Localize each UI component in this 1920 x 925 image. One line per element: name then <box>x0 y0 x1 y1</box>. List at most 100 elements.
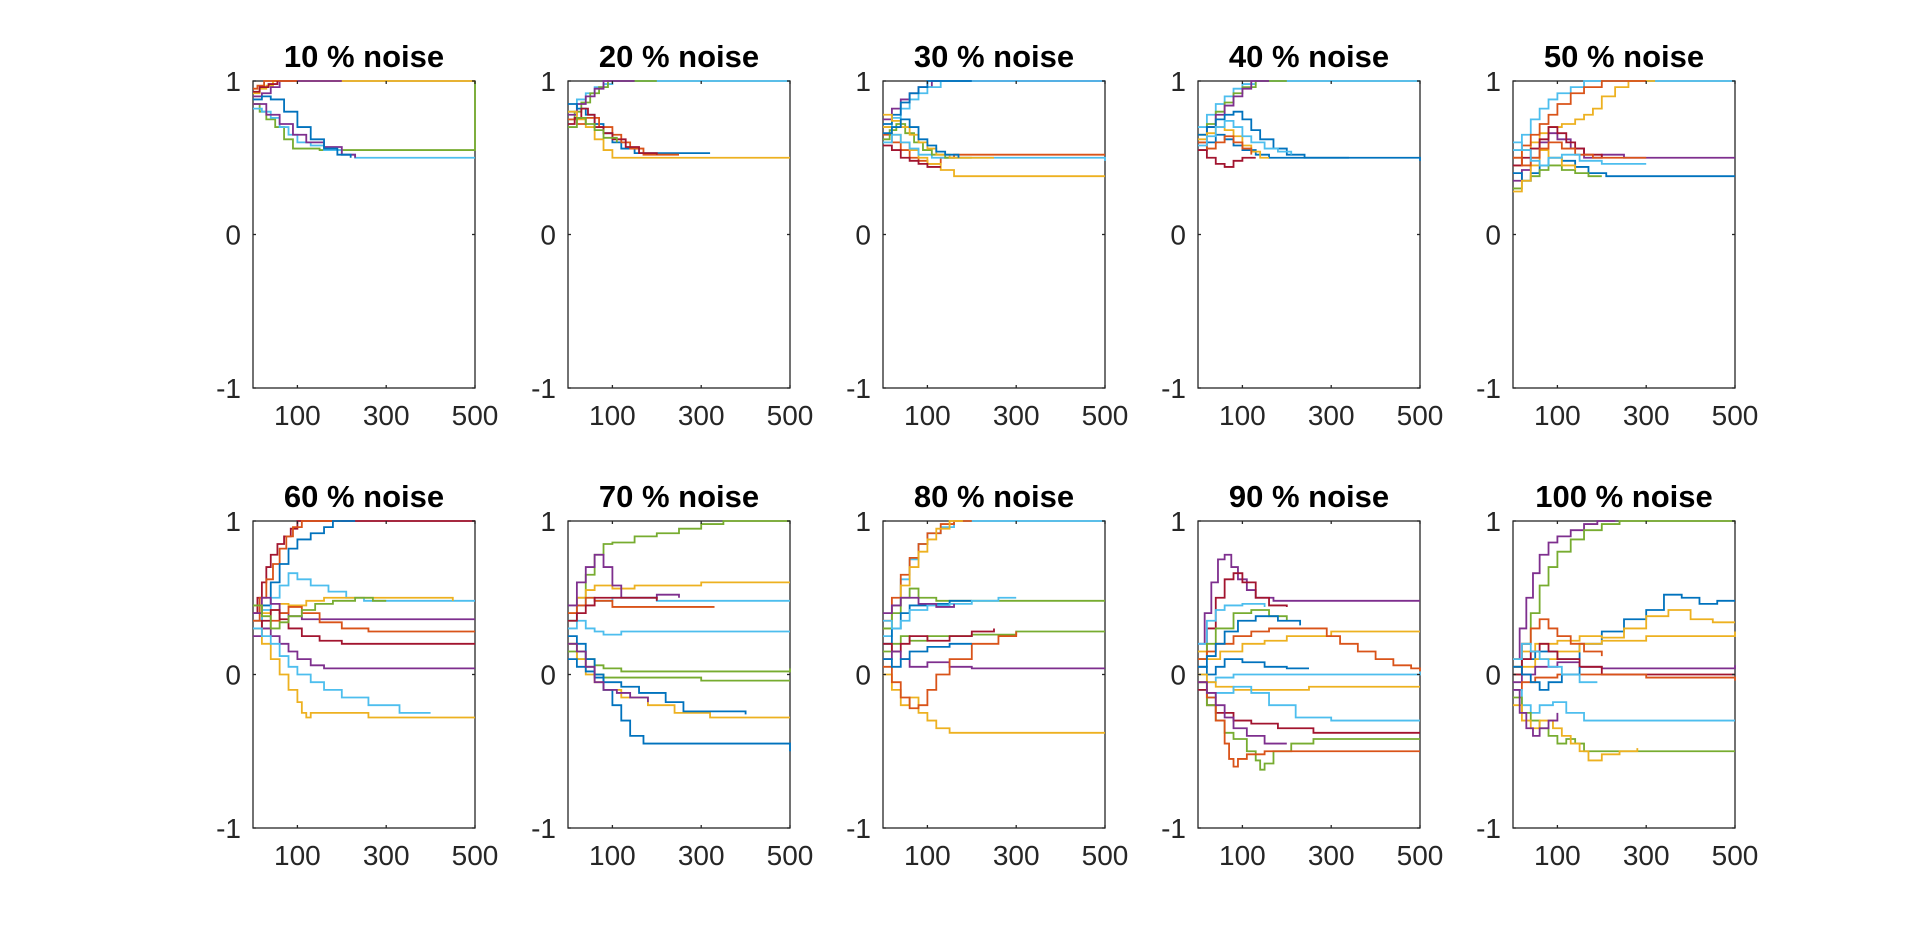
x-tick-label: 300 <box>1308 400 1355 431</box>
y-tick-label: -1 <box>216 373 241 404</box>
axes-box <box>252 80 476 389</box>
series-line-run-2 <box>568 80 657 121</box>
subplot-title: 10 % noise <box>284 39 444 74</box>
y-tick-label: 1 <box>1170 506 1186 537</box>
subplot-title: 20 % noise <box>599 39 759 74</box>
series-group <box>1513 520 1736 762</box>
series-line-run-11 <box>883 596 1017 630</box>
x-tick-label: 100 <box>589 400 636 431</box>
series-line-run-3 <box>1198 602 1266 645</box>
subplot-title: 70 % noise <box>599 479 759 514</box>
subplot: 10 % noise -1 0 1 100 300 500 <box>216 39 498 431</box>
y-tick-label: 0 <box>1170 660 1186 691</box>
subplot: 100 % noise -1 0 1 100 300 500 <box>1476 479 1758 871</box>
y-tick-label: 0 <box>540 220 556 251</box>
series-line-run-13 <box>1513 688 1559 737</box>
series-line-run-4 <box>1198 133 1421 161</box>
series-line-run-1 <box>1198 80 1420 128</box>
y-tick-label: 0 <box>855 660 871 691</box>
series-line-run-1 <box>568 520 790 622</box>
y-tick-label: 1 <box>540 506 556 537</box>
subplot: 80 % noise -1 0 1 100 300 500 <box>846 479 1128 871</box>
x-tick-label: 300 <box>993 400 1040 431</box>
series-line-run-11 <box>253 627 431 714</box>
series-group <box>1198 80 1421 168</box>
x-tick-label: 100 <box>904 400 951 431</box>
x-tick-label: 500 <box>1082 840 1129 871</box>
subplot: 30 % noise -1 0 1 100 300 500 <box>846 39 1128 431</box>
series-line-run-6 <box>253 95 352 158</box>
y-tick-label: 0 <box>1485 660 1501 691</box>
series-line-run-10 <box>568 635 791 752</box>
x-tick-label: 100 <box>274 400 321 431</box>
y-tick-label: 1 <box>1485 66 1501 97</box>
x-tick-label: 500 <box>767 840 814 871</box>
x-tick-label: 300 <box>678 840 725 871</box>
y-tick-label: -1 <box>531 813 556 844</box>
x-tick-label: 500 <box>1082 400 1129 431</box>
y-tick-label: 0 <box>225 660 241 691</box>
series-line-run-7 <box>253 80 298 90</box>
series-line-run-8 <box>253 81 279 93</box>
series-line-run-3 <box>253 520 356 630</box>
axes-box <box>882 80 1106 389</box>
y-tick-label: 1 <box>225 506 241 537</box>
series-line-run-8 <box>568 116 618 143</box>
x-tick-label: 500 <box>452 400 499 431</box>
series-line-run-10 <box>1513 688 1735 722</box>
x-tick-label: 500 <box>767 400 814 431</box>
series-line-run-11 <box>1513 696 1735 753</box>
series-line-run-7 <box>1198 658 1309 676</box>
subplot: 70 % noise -1 0 1 100 300 500 <box>531 479 813 871</box>
series-line-run-8 <box>1198 135 1253 155</box>
series-line-run-6 <box>568 116 679 156</box>
series-line-run-10 <box>253 627 475 719</box>
x-tick-label: 300 <box>993 840 1040 871</box>
subplot-title: 100 % noise <box>1535 479 1712 514</box>
x-tick-label: 100 <box>589 840 636 871</box>
series-group <box>568 520 791 752</box>
y-tick-label: 1 <box>855 506 871 537</box>
x-tick-label: 500 <box>1397 840 1444 871</box>
series-line-run-12 <box>568 596 658 622</box>
x-tick-label: 100 <box>274 840 321 871</box>
series-line-run-9 <box>1198 120 1293 155</box>
y-tick-label: -1 <box>1476 813 1501 844</box>
series-line-run-12 <box>883 596 955 614</box>
x-tick-label: 100 <box>904 840 951 871</box>
series-line-run-8 <box>883 650 1105 670</box>
series-group <box>883 80 1106 178</box>
y-tick-label: -1 <box>216 813 241 844</box>
y-tick-label: 1 <box>225 66 241 97</box>
series-line-run-2 <box>1198 80 1287 136</box>
x-tick-label: 300 <box>1623 840 1670 871</box>
series-group <box>253 520 475 719</box>
axes-box <box>252 520 476 829</box>
x-tick-label: 500 <box>452 840 499 871</box>
subplot-title: 30 % noise <box>914 39 1074 74</box>
subplot: 60 % noise -1 0 1 100 300 500 <box>216 479 498 871</box>
y-tick-label: 0 <box>540 660 556 691</box>
y-tick-label: 0 <box>225 220 241 251</box>
y-tick-label: -1 <box>846 813 871 844</box>
y-tick-label: 0 <box>1170 220 1186 251</box>
x-tick-label: 100 <box>1534 840 1581 871</box>
x-tick-label: 100 <box>1219 400 1266 431</box>
series-group <box>253 80 476 159</box>
series-line-run-7 <box>1198 126 1270 159</box>
series-line-run-2 <box>883 80 1105 128</box>
subplot-title: 50 % noise <box>1544 39 1704 74</box>
series-line-run-15 <box>1513 642 1598 684</box>
axes-box <box>1512 80 1736 389</box>
series-line-run-5 <box>1198 630 1420 661</box>
y-tick-label: 1 <box>540 66 556 97</box>
y-tick-label: -1 <box>1161 373 1186 404</box>
series-line-run-12 <box>253 596 387 630</box>
axes-box <box>882 520 1106 829</box>
subplot-title: 60 % noise <box>284 479 444 514</box>
series-line-run-5 <box>1513 631 1736 676</box>
series-line-run-8 <box>1513 642 1735 676</box>
series-line-run-8 <box>883 144 941 168</box>
